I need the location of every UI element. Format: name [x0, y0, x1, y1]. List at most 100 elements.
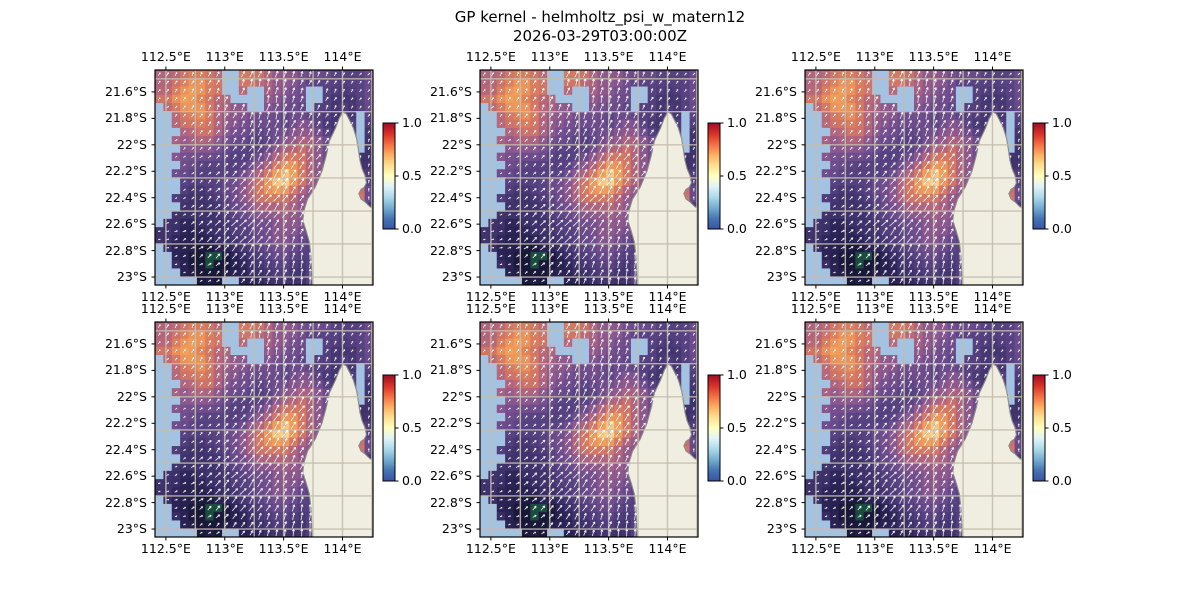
- colorbar-tick-label: 1.0: [727, 115, 747, 130]
- y-tick-label: 21.6°S: [754, 335, 797, 351]
- colorbar-tick-label: 0.0: [727, 221, 747, 236]
- x-tick-label-top: 113°E: [855, 49, 894, 64]
- colorbar-tick-label: 0.0: [402, 473, 422, 488]
- y-tick-label: 22.8°S: [754, 242, 797, 258]
- y-tick-label: 22.6°S: [429, 216, 472, 232]
- y-tick-label: 23°S: [116, 521, 147, 537]
- y-tick-label: 22.4°S: [104, 441, 147, 457]
- y-tick-label: 21.6°S: [104, 83, 147, 99]
- x-tick-label-top: 113.5°E: [583, 301, 634, 316]
- colorbar-tick-label: 0.5: [1052, 168, 1072, 183]
- y-tick-label: 22.4°S: [429, 441, 472, 457]
- x-tick-label-bottom: 113.5°E: [258, 541, 309, 556]
- y-tick-label: 22°S: [441, 388, 472, 404]
- x-tick-label-bottom: 113°E: [855, 289, 894, 304]
- colorbar-tick-label: 0.0: [1052, 221, 1072, 236]
- colorbar-tick-label: 0.5: [727, 420, 747, 435]
- y-tick-label: 22°S: [441, 136, 472, 152]
- y-tick-label: 21.8°S: [104, 110, 147, 126]
- y-tick-label: 22.8°S: [754, 494, 797, 510]
- x-tick-label-bottom: 113.5°E: [908, 541, 959, 556]
- colorbar-tick-label: 0.0: [1052, 473, 1072, 488]
- x-tick-label-bottom: 113°E: [530, 289, 569, 304]
- y-tick-label: 23°S: [766, 269, 797, 285]
- colorbar-tick-label: 0.5: [402, 420, 422, 435]
- y-tick-label: 21.8°S: [429, 110, 472, 126]
- x-tick-label-top: 114°E: [973, 49, 1012, 64]
- colorbar-canvas: [707, 373, 729, 483]
- map-canvas: [474, 64, 704, 291]
- y-tick-label: 22.6°S: [429, 468, 472, 484]
- colorbar-tick-label: 0.0: [727, 473, 747, 488]
- colorbar-tick-label: 0.0: [402, 221, 422, 236]
- y-tick-label: 22.2°S: [104, 415, 147, 431]
- y-tick-label: 22.2°S: [429, 415, 472, 431]
- y-tick-label: 21.6°S: [429, 83, 472, 99]
- figure-title: GP kernel - helmholtz_psi_w_matern12: [454, 8, 746, 26]
- y-tick-label: 22.6°S: [104, 468, 147, 484]
- colorbar-tick-label: 1.0: [402, 367, 422, 382]
- y-tick-label: 23°S: [766, 521, 797, 537]
- map-canvas: [149, 316, 379, 543]
- y-tick-label: 22.6°S: [754, 216, 797, 232]
- y-tick-label: 22.2°S: [754, 163, 797, 179]
- colorbar-canvas: [707, 121, 729, 231]
- y-tick-label: 21.6°S: [429, 335, 472, 351]
- y-tick-label: 22.8°S: [104, 494, 147, 510]
- x-tick-label-bottom: 113.5°E: [908, 289, 959, 304]
- y-tick-label: 22°S: [766, 388, 797, 404]
- y-tick-label: 22.2°S: [104, 163, 147, 179]
- colorbar-tick-label: 0.5: [1052, 420, 1072, 435]
- x-tick-label-bottom: 113°E: [855, 541, 894, 556]
- figure-subtitle: 2026-03-29T03:00:00Z: [513, 27, 687, 45]
- x-tick-label-top: 113°E: [205, 49, 244, 64]
- colorbar-tick-label: 1.0: [727, 367, 747, 382]
- map-canvas: [799, 316, 1029, 543]
- y-tick-label: 22°S: [116, 136, 147, 152]
- x-tick-label-top: 114°E: [648, 49, 687, 64]
- y-tick-label: 22.2°S: [429, 163, 472, 179]
- x-tick-label-top: 113.5°E: [908, 49, 959, 64]
- x-tick-label-bottom: 114°E: [648, 541, 687, 556]
- x-tick-label-top: 113.5°E: [258, 301, 309, 316]
- y-tick-label: 22.8°S: [429, 242, 472, 258]
- x-tick-label-top: 114°E: [323, 301, 362, 316]
- y-tick-label: 21.8°S: [754, 110, 797, 126]
- map-canvas: [799, 64, 1029, 291]
- y-tick-label: 21.6°S: [754, 83, 797, 99]
- x-tick-label-bottom: 112.5°E: [790, 541, 841, 556]
- y-tick-label: 21.8°S: [104, 362, 147, 378]
- y-tick-label: 23°S: [441, 269, 472, 285]
- x-tick-label-bottom: 113.5°E: [583, 541, 634, 556]
- colorbar-canvas: [1032, 121, 1054, 231]
- x-tick-label-top: 112.5°E: [465, 301, 516, 316]
- colorbar-tick-label: 1.0: [1052, 367, 1072, 382]
- x-tick-label-top: 113°E: [205, 301, 244, 316]
- x-tick-label-bottom: 114°E: [973, 289, 1012, 304]
- x-tick-label-bottom: 114°E: [648, 289, 687, 304]
- map-canvas: [474, 316, 704, 543]
- x-tick-label-bottom: 112.5°E: [140, 289, 191, 304]
- x-tick-label-bottom: 112.5°E: [465, 289, 516, 304]
- y-tick-label: 22.6°S: [104, 216, 147, 232]
- colorbar-tick-label: 1.0: [402, 115, 422, 130]
- colorbar-canvas: [382, 373, 404, 483]
- x-tick-label-bottom: 114°E: [323, 289, 362, 304]
- x-tick-label-top: 113.5°E: [908, 301, 959, 316]
- y-tick-label: 22.4°S: [429, 189, 472, 205]
- x-tick-label-bottom: 112.5°E: [790, 289, 841, 304]
- x-tick-label-top: 114°E: [973, 301, 1012, 316]
- y-tick-label: 22.8°S: [104, 242, 147, 258]
- y-tick-label: 22.6°S: [754, 468, 797, 484]
- x-tick-label-bottom: 113.5°E: [258, 289, 309, 304]
- y-tick-label: 22.4°S: [754, 441, 797, 457]
- x-tick-label-top: 114°E: [648, 301, 687, 316]
- x-tick-label-top: 112.5°E: [790, 49, 841, 64]
- y-tick-label: 23°S: [116, 269, 147, 285]
- x-tick-label-top: 113.5°E: [583, 49, 634, 64]
- y-tick-label: 21.6°S: [104, 335, 147, 351]
- x-tick-label-top: 112.5°E: [140, 301, 191, 316]
- x-tick-label-top: 114°E: [323, 49, 362, 64]
- x-tick-label-bottom: 114°E: [973, 541, 1012, 556]
